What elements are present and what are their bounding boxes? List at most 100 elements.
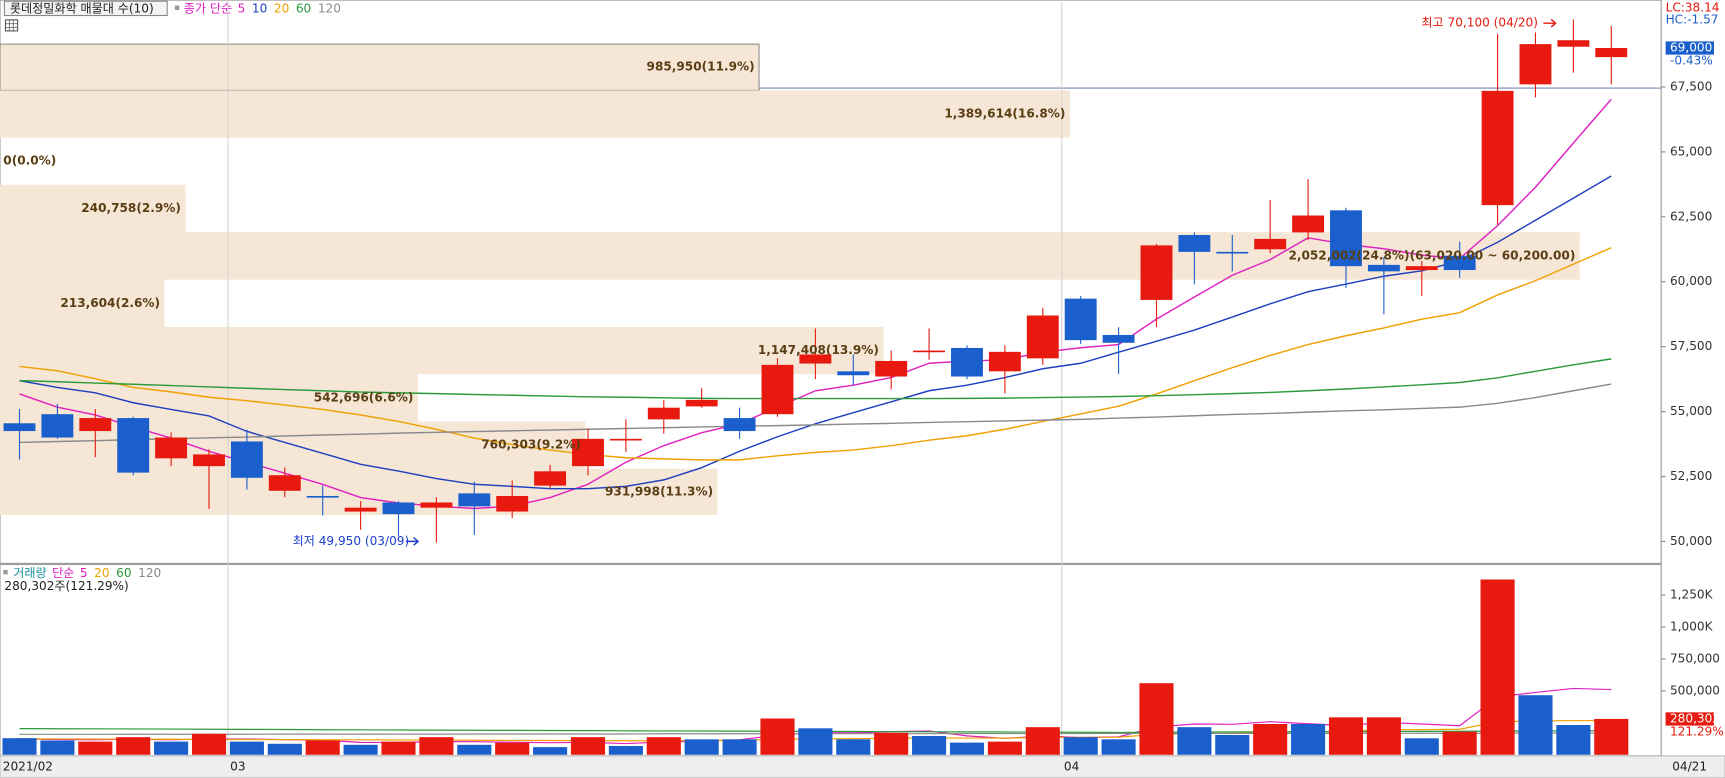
volume-profile-label: 0(0.0%)	[3, 154, 56, 168]
legend-entry: 20	[94, 566, 109, 580]
volume-bar	[154, 741, 189, 755]
candle-body	[572, 438, 604, 467]
candle-body	[1216, 251, 1249, 254]
y-tick-label: 55,000	[1670, 404, 1712, 418]
candle-body	[420, 502, 453, 508]
legend-bullet	[174, 5, 180, 11]
candle-body	[496, 495, 529, 512]
x-tick-label: 04/21	[1672, 759, 1707, 773]
volume-bar	[760, 718, 795, 755]
volume-bar	[1253, 723, 1288, 755]
candle-body	[1443, 255, 1476, 271]
legend-entry: 60	[116, 566, 131, 580]
volume-bar	[381, 741, 416, 755]
volume-bar	[949, 742, 985, 755]
y-tick-label: 750,000	[1670, 651, 1720, 665]
candle-body	[913, 350, 946, 353]
moving-average-line	[19, 358, 1612, 400]
y-tick-label: 65,000	[1670, 144, 1712, 158]
candle-body	[117, 418, 150, 473]
volume-bar	[1215, 734, 1250, 755]
volume-profile-bar	[0, 43, 760, 91]
candle-body	[951, 347, 983, 377]
volume-profile-label: 1,389,614(16.8%)	[944, 106, 1065, 120]
volume-info: 280,302주(121.29%)	[4, 579, 128, 593]
high-note-arrow	[1543, 18, 1557, 28]
volume-profile-label: 240,758(2.9%)	[81, 201, 181, 215]
candle-body	[1330, 210, 1362, 267]
legend-entry: 5	[238, 1, 246, 15]
last-volume-box	[1665, 712, 1714, 726]
volume-bar	[1291, 723, 1326, 755]
candle-body	[1102, 334, 1135, 343]
volume-bar	[229, 741, 264, 755]
candle-body	[685, 399, 718, 407]
candle-body	[1140, 245, 1173, 300]
y-tick-label: 1,000K	[1670, 619, 1714, 633]
volume-profile-label: 2,052,002(24.8%)(63,020.00 ~ 60,200.00)	[1288, 248, 1575, 262]
legend-entry: 5	[80, 566, 88, 580]
candle-body	[1595, 48, 1628, 58]
y-tick-label: 60,000	[1670, 274, 1712, 288]
volume-bar	[78, 741, 113, 755]
candle-body	[1481, 90, 1514, 206]
volume-bar	[419, 737, 454, 755]
volume-profile-label: 1,147,408(13.9%)	[758, 343, 879, 357]
candle-body	[837, 371, 870, 376]
candle-body	[609, 438, 642, 441]
candle-body	[155, 437, 188, 459]
candle-body	[1178, 234, 1211, 252]
volume-bar	[798, 728, 833, 755]
chart-title: 롯데정밀화학 매물대 수(10)	[10, 1, 154, 15]
volume-bar	[1480, 579, 1515, 755]
candle-body	[1254, 238, 1287, 250]
grid-icon[interactable]	[4, 19, 19, 32]
volume-bar	[608, 745, 643, 755]
legend-entry: 120	[138, 566, 161, 580]
low-note: 최저 49,950 (03/09)	[293, 534, 410, 548]
moving-average-line	[19, 247, 1612, 461]
candle-body	[1557, 40, 1590, 47]
volume-bar	[912, 735, 947, 755]
candle-body	[268, 475, 301, 491]
volume-profile-label: 931,998(11.3%)	[605, 484, 713, 498]
legend-entry: 20	[274, 1, 289, 15]
volume-profile-bar	[0, 279, 165, 327]
legend-entry: 60	[296, 1, 311, 15]
last-volume-label: 280,302	[1670, 711, 1720, 725]
date-axis	[0, 755, 1725, 778]
y-tick-label: 57,500	[1670, 339, 1712, 353]
volume-bar	[874, 732, 909, 755]
x-tick-label: 03	[230, 759, 245, 773]
candle-body	[3, 423, 36, 432]
candle-body	[647, 407, 680, 420]
volume-bar	[40, 740, 75, 755]
volume-bar	[305, 740, 340, 755]
volume-bar	[1404, 738, 1439, 755]
volume-profile-bar	[0, 468, 718, 515]
candle-body	[193, 454, 225, 467]
volume-bar	[1594, 718, 1629, 755]
candle-body	[382, 502, 415, 515]
volume-bar	[1101, 739, 1136, 755]
candle-body	[344, 507, 377, 512]
candle-body	[1405, 266, 1438, 271]
y-tick-label: 67,500	[1670, 79, 1712, 93]
volume-bar	[495, 742, 530, 755]
last-change-label: -0.43%	[1670, 54, 1713, 68]
x-tick-label: 2021/02	[3, 759, 53, 773]
candle-body	[41, 414, 74, 438]
grid-icon-lines	[5, 19, 18, 31]
volume-bar	[1556, 725, 1591, 755]
volume-bar	[646, 737, 681, 755]
candle-body	[306, 495, 339, 498]
candle-body	[723, 418, 756, 432]
volume-profile-label: 985,950(11.9%)	[647, 60, 755, 74]
candle-body	[875, 360, 908, 377]
volume-bar	[2, 738, 37, 755]
hc-label: HC:-1.57	[1666, 12, 1719, 26]
candle-body	[1367, 264, 1400, 272]
volume-profile-bar	[0, 184, 186, 233]
